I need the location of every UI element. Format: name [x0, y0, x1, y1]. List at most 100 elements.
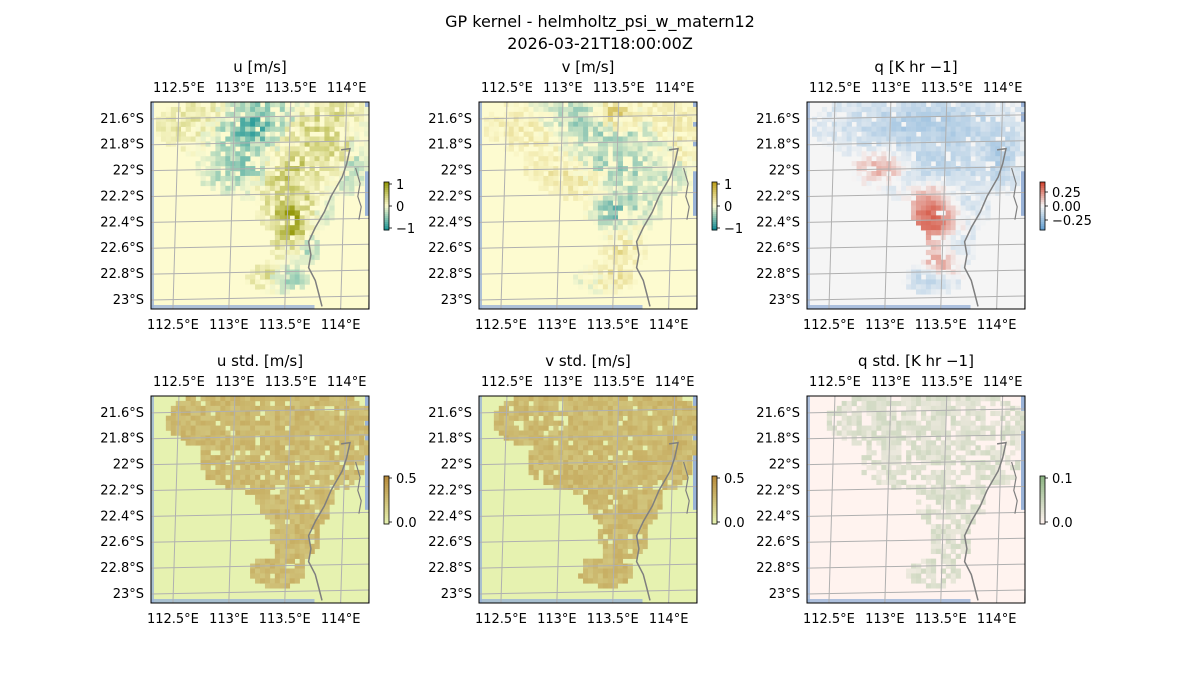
heatmap-cell: [553, 420, 559, 426]
heatmap-cell: [299, 469, 305, 476]
heatmap-cell: [607, 460, 614, 466]
heatmap-cell: [538, 121, 544, 127]
map-area: [479, 396, 697, 603]
heatmap-cell: [339, 425, 345, 431]
heatmap-cell: [334, 396, 340, 402]
heatmap-cell: [260, 111, 266, 118]
heatmap-cell: [682, 126, 688, 132]
heatmap-cell: [896, 141, 902, 147]
heatmap-cell: [1015, 430, 1021, 436]
heatmap-cell: [493, 116, 500, 123]
heatmap-cell: [647, 415, 653, 421]
heatmap-cell: [324, 410, 330, 417]
colorbar-tick-label: 0: [396, 200, 404, 215]
heatmap-cell: [578, 435, 584, 441]
heatmap-cell: [354, 180, 360, 187]
heatmap-cell: [627, 514, 633, 520]
heatmap-cell: [578, 161, 584, 167]
heatmap-cell: [279, 553, 286, 559]
heatmap-cell: [314, 254, 320, 261]
heatmap-cell: [299, 465, 305, 471]
heatmap-cell: [637, 450, 643, 456]
heatmap-cell: [210, 116, 216, 123]
colorbar-step: [384, 220, 389, 223]
heatmap-cell: [935, 230, 942, 236]
heatmap-cell: [245, 141, 251, 147]
heatmap-cell: [896, 102, 902, 108]
meridian-line: [828, 102, 836, 309]
heatmap-cell: [583, 106, 589, 113]
heatmap-cell: [563, 161, 569, 167]
heatmap-cell: [920, 264, 927, 270]
heatmap-cell: [344, 410, 350, 417]
heatmap-cell: [955, 440, 961, 446]
heatmap-cell: [299, 225, 305, 231]
heatmap-cell: [279, 396, 286, 402]
heatmap-cell: [200, 126, 206, 132]
heatmap-cell: [269, 396, 276, 402]
heatmap-cell: [617, 151, 623, 157]
heatmap-cell: [965, 146, 971, 152]
heatmap-cell: [692, 425, 697, 431]
heatmap-cell: [627, 568, 633, 574]
heatmap-cell: [274, 519, 281, 525]
heatmap-cell: [588, 121, 594, 127]
heatmap-cell: [602, 435, 609, 441]
heatmap-cell: [960, 264, 966, 270]
heatmap-cell: [314, 200, 320, 206]
heatmap-cell: [528, 405, 534, 412]
heatmap-cell: [513, 111, 519, 118]
heatmap-cell: [896, 190, 902, 196]
heatmap-cell: [841, 425, 847, 431]
heatmap-cell: [662, 430, 668, 436]
heatmap-cell: [264, 479, 271, 486]
heatmap-cell: [269, 279, 276, 285]
heatmap-cell: [289, 450, 295, 456]
colorbar-step: [712, 496, 717, 499]
heatmap-cell: [950, 240, 956, 246]
heatmap-cell: [657, 116, 663, 123]
heatmap-cell: [682, 166, 688, 172]
heatmap-cell: [955, 225, 961, 231]
colorbar-step: [384, 504, 389, 507]
heatmap-cell: [558, 420, 564, 426]
heatmap-cell: [612, 430, 619, 436]
heatmap-cell: [185, 126, 191, 132]
heatmap-cell: [627, 425, 633, 431]
heatmap-cell: [1010, 175, 1016, 182]
heatmap-cell: [309, 543, 315, 550]
heatmap-cell: [965, 171, 971, 177]
heatmap-cell: [548, 465, 554, 471]
heatmap-cell: [1015, 175, 1021, 182]
heatmap-cell: [935, 180, 942, 187]
heatmap-cell: [245, 102, 251, 108]
heatmap-cell: [617, 146, 623, 152]
heatmap-cell: [592, 410, 599, 417]
heatmap-cell: [364, 116, 369, 123]
heatmap-cell: [329, 200, 335, 206]
heatmap-cell: [687, 435, 693, 441]
heatmap-cell: [225, 151, 231, 157]
heatmap-cell: [354, 121, 360, 127]
heatmap-cell: [916, 284, 922, 290]
meridian-line: [479, 102, 480, 120]
heatmap-cell: [274, 410, 281, 417]
heatmap-cell: [578, 455, 584, 461]
heatmap-cell: [950, 200, 956, 206]
heatmap-cell: [568, 484, 574, 490]
heatmap-cell: [294, 215, 300, 221]
heatmap-cell: [354, 175, 360, 182]
heatmap-cell: [528, 136, 534, 142]
heatmap-cell: [687, 430, 693, 436]
heatmap-cell: [985, 396, 991, 402]
heatmap-cell: [960, 215, 966, 221]
heatmap-cell: [692, 126, 697, 132]
heatmap-cell: [245, 469, 251, 476]
heatmap-cell: [617, 499, 623, 505]
heatmap-cell: [309, 460, 315, 466]
heatmap-cell: [682, 111, 688, 118]
heatmap-cell: [289, 175, 295, 182]
heatmap-cells: [493, 396, 697, 589]
y-tick-label: 22.2°S: [100, 189, 144, 204]
heatmap-cell: [573, 405, 579, 412]
